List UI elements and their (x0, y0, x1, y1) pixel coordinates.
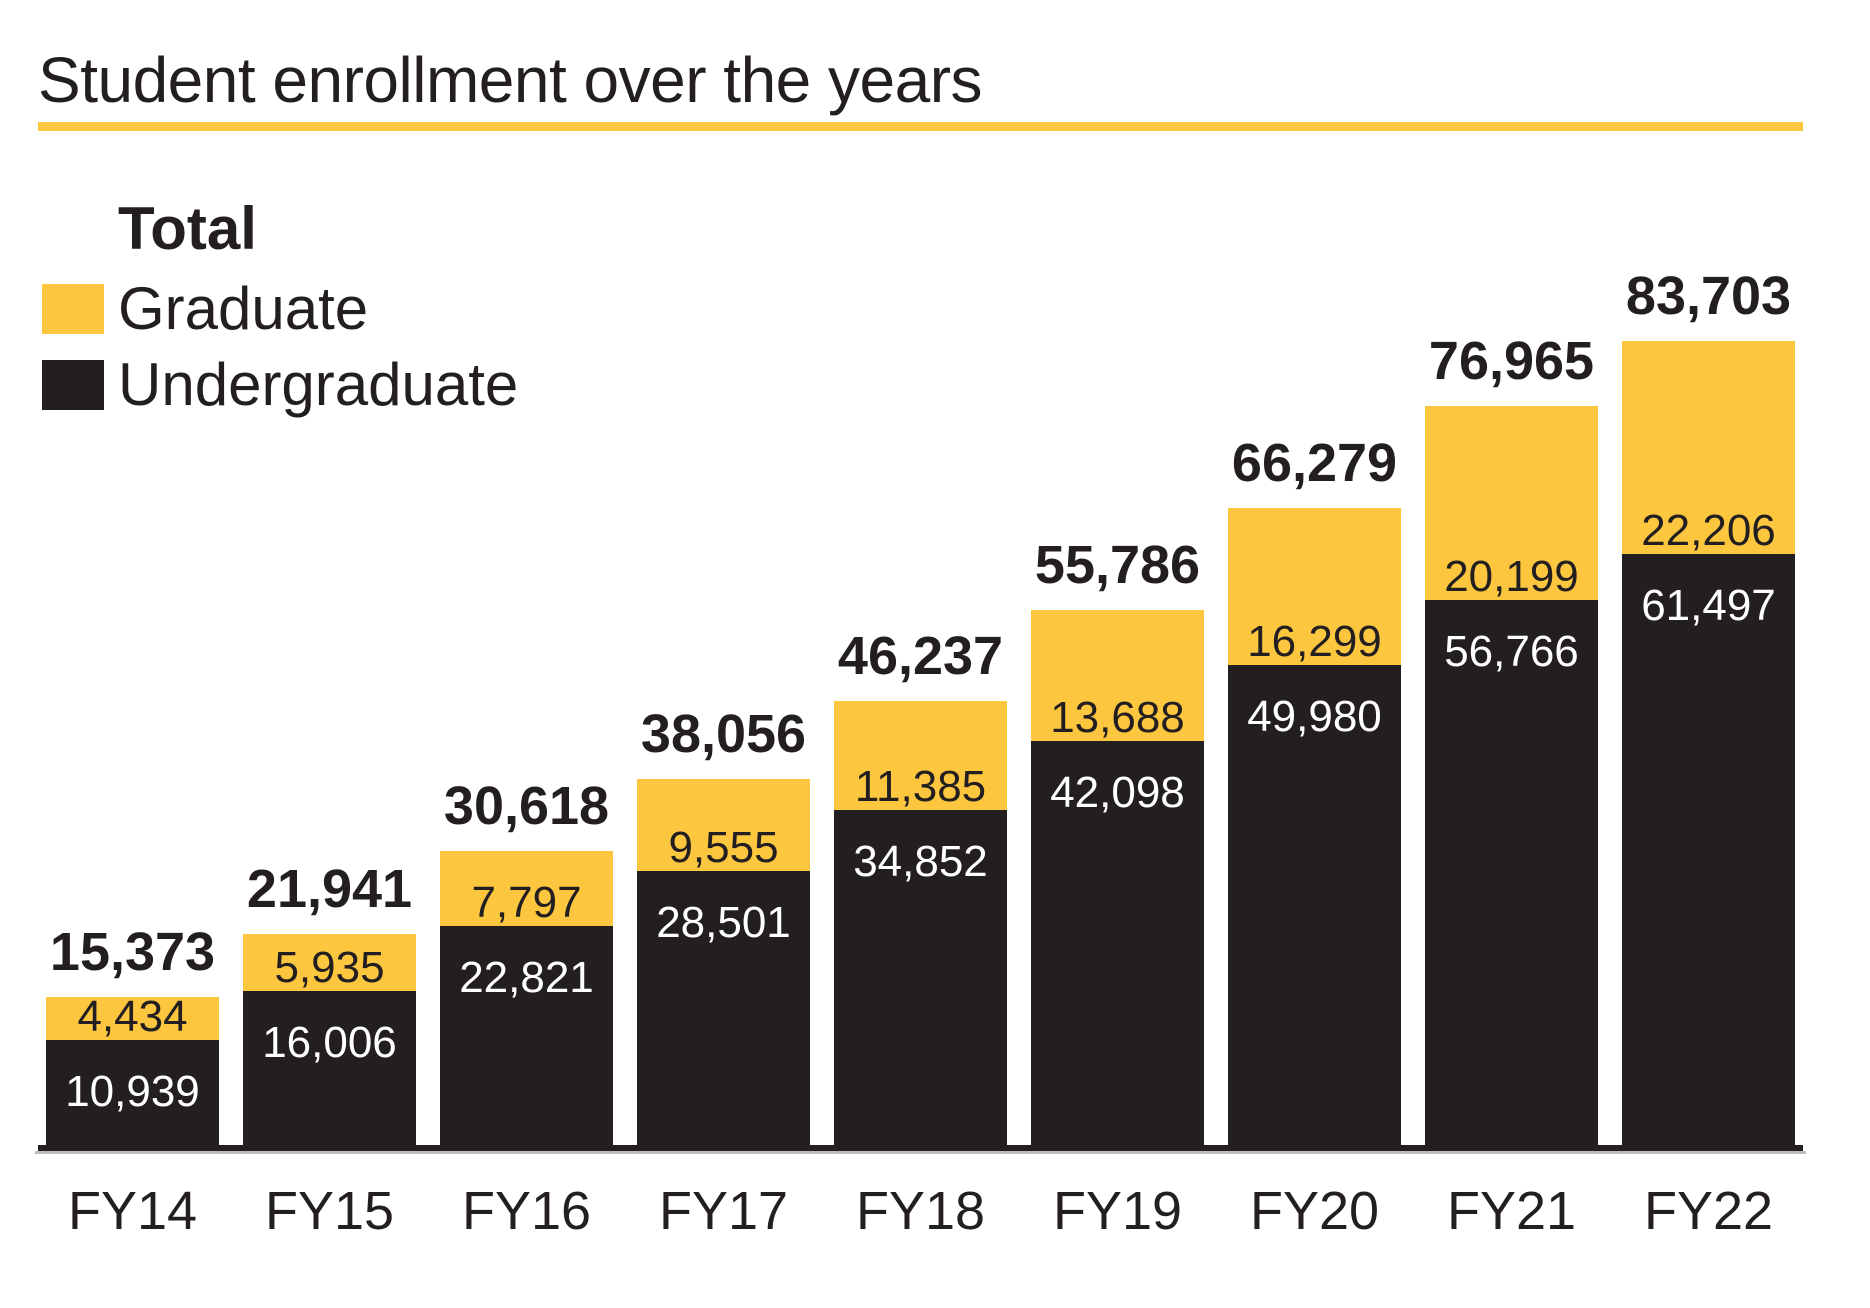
total-label-fy19: 55,786 (1034, 535, 1201, 595)
x-axis-baseline (38, 1145, 1803, 1151)
undergraduate-value-label: 22,821 (459, 953, 594, 1002)
x-axis-label-fy16: FY16 (461, 1181, 592, 1241)
total-label-fy21: 76,965 (1428, 331, 1595, 391)
total-label-fy15: 21,941 (246, 859, 413, 919)
graduate-segment-fy18: 11,385 (834, 701, 1007, 810)
undergraduate-value-label: 16,006 (262, 1018, 397, 1067)
graduate-segment-fy19: 13,688 (1031, 610, 1204, 741)
undergraduate-segment-fy20: 49,980 (1228, 665, 1401, 1145)
graduate-value-label: 13,688 (1050, 693, 1185, 742)
undergraduate-segment-fy21: 56,766 (1425, 600, 1598, 1145)
undergraduate-value-label: 42,098 (1050, 768, 1185, 817)
x-axis-label-fy20: FY20 (1249, 1181, 1380, 1241)
undergraduate-segment-fy18: 34,852 (834, 810, 1007, 1145)
graduate-segment-fy14: 4,434 (46, 992, 219, 1041)
bar-column-fy15: 21,941 5,935 16,006 (243, 862, 416, 1145)
stacked-bar-chart: 15,373 4,434 10,939 21,941 5,935 16,006 30,618… (38, 131, 1803, 1145)
undergraduate-swatch-icon (42, 360, 104, 410)
bar-column-fy20: 66,279 16,299 49,980 (1228, 436, 1401, 1145)
graduate-segment-fy22: 22,206 (1622, 341, 1795, 554)
undergraduate-value-label: 10,939 (65, 1067, 200, 1116)
graduate-value-label: 5,935 (274, 943, 385, 992)
legend-label-undergraduate: Undergraduate (118, 351, 519, 418)
graduate-segment-fy21: 20,199 (1425, 406, 1598, 600)
page: Student enrollment over the years Total … (35, 44, 1806, 1238)
legend-row-undergraduate: Undergraduate (42, 354, 518, 416)
x-axis-label-fy19: FY19 (1052, 1181, 1183, 1241)
x-axis-label-fy17: FY17 (658, 1181, 789, 1241)
x-axis-label-fy14: FY14 (67, 1181, 198, 1241)
graduate-value-label: 20,199 (1444, 552, 1579, 601)
bar-column-fy18: 46,237 11,385 34,852 (834, 629, 1007, 1145)
undergraduate-segment-fy22: 61,497 (1622, 554, 1795, 1145)
undergraduate-segment-fy16: 22,821 (440, 926, 613, 1145)
bar-column-fy22: 83,703 22,206 61,497 (1622, 269, 1795, 1145)
total-label-fy17: 38,056 (640, 704, 807, 764)
total-label-fy18: 46,237 (837, 626, 1004, 686)
x-axis-baseline-shadow (35, 1151, 1806, 1154)
total-label-fy22: 83,703 (1625, 266, 1792, 326)
x-axis-labels: FY14 FY15 FY16 FY17 FY18 FY19 FY20 FY21 FY22 (38, 1184, 1803, 1238)
graduate-value-label: 9,555 (668, 823, 779, 872)
graduate-value-label: 11,385 (854, 762, 987, 811)
x-axis-label-fy21: FY21 (1446, 1181, 1577, 1241)
undergraduate-value-label: 49,980 (1247, 692, 1382, 741)
bar-column-fy21: 76,965 20,199 56,766 (1425, 334, 1598, 1145)
undergraduate-segment-fy19: 42,098 (1031, 741, 1204, 1145)
graduate-segment-fy17: 9,555 (637, 779, 810, 871)
total-label-fy14: 15,373 (49, 922, 216, 982)
graduate-segment-fy20: 16,299 (1228, 508, 1401, 665)
total-label-fy20: 66,279 (1231, 433, 1398, 493)
x-axis-label-fy15: FY15 (264, 1181, 395, 1241)
undergraduate-segment-fy17: 28,501 (637, 871, 810, 1145)
page-title: Student enrollment over the years (38, 44, 983, 116)
legend-row-graduate: Graduate (42, 278, 518, 340)
graduate-value-label: 16,299 (1247, 617, 1382, 666)
undergraduate-value-label: 34,852 (853, 837, 988, 886)
graduate-value-label: 7,797 (471, 878, 582, 927)
graduate-value-label: 22,206 (1641, 506, 1776, 555)
undergraduate-segment-fy14: 10,939 (46, 1040, 219, 1145)
bar-column-fy14: 15,373 4,434 10,939 (46, 925, 219, 1145)
legend-total-label: Total (118, 195, 257, 262)
undergraduate-segment-fy15: 16,006 (243, 991, 416, 1145)
title-underline-rule (38, 122, 1803, 131)
bar-column-fy16: 30,618 7,797 22,821 (440, 779, 613, 1145)
undergraduate-value-label: 56,766 (1444, 627, 1579, 676)
legend: Total Graduate Undergraduate (42, 198, 518, 430)
undergraduate-value-label: 61,497 (1641, 581, 1776, 630)
x-axis-label-fy22: FY22 (1643, 1181, 1774, 1241)
graduate-value-label: 4,434 (77, 992, 188, 1041)
undergraduate-value-label: 28,501 (656, 898, 791, 947)
x-axis-label-fy18: FY18 (855, 1181, 986, 1241)
graduate-segment-fy15: 5,935 (243, 934, 416, 991)
bar-column-fy19: 55,786 13,688 42,098 (1031, 538, 1204, 1145)
total-label-fy16: 30,618 (443, 776, 610, 836)
bar-column-fy17: 38,056 9,555 28,501 (637, 707, 810, 1145)
legend-label-graduate: Graduate (118, 275, 369, 342)
graduate-swatch-icon (42, 284, 104, 334)
graduate-segment-fy16: 7,797 (440, 851, 613, 926)
